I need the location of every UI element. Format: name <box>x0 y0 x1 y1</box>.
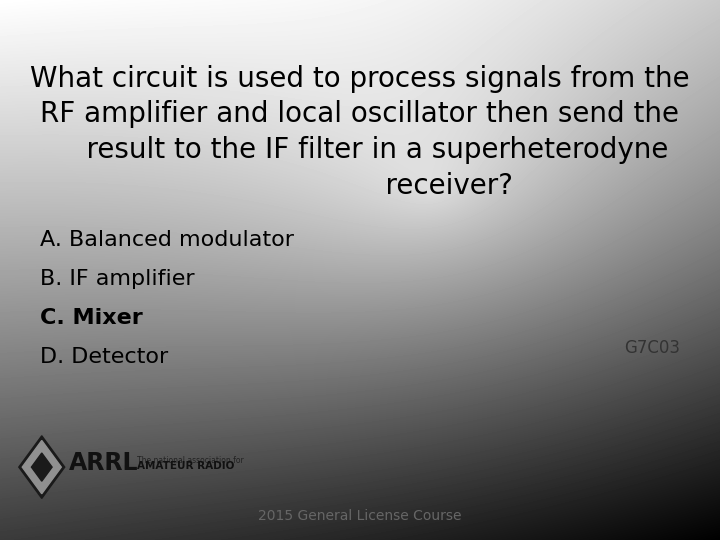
Text: AMATEUR RADIO: AMATEUR RADIO <box>138 461 235 470</box>
Text: G7C03: G7C03 <box>624 339 680 357</box>
Text: The national association for: The national association for <box>138 456 244 465</box>
Text: C. Mixer: C. Mixer <box>40 308 143 328</box>
Polygon shape <box>32 453 52 481</box>
Text: ARRL: ARRL <box>69 451 138 475</box>
Text: A. Balanced modulator: A. Balanced modulator <box>40 230 294 251</box>
Text: D. Detector: D. Detector <box>40 347 168 367</box>
Text: What circuit is used to process signals from the
RF amplifier and local oscillat: What circuit is used to process signals … <box>30 65 690 200</box>
Text: 2015 General License Course: 2015 General License Course <box>258 509 462 523</box>
Polygon shape <box>19 436 65 498</box>
Polygon shape <box>22 441 61 494</box>
Text: B. IF amplifier: B. IF amplifier <box>40 269 194 289</box>
